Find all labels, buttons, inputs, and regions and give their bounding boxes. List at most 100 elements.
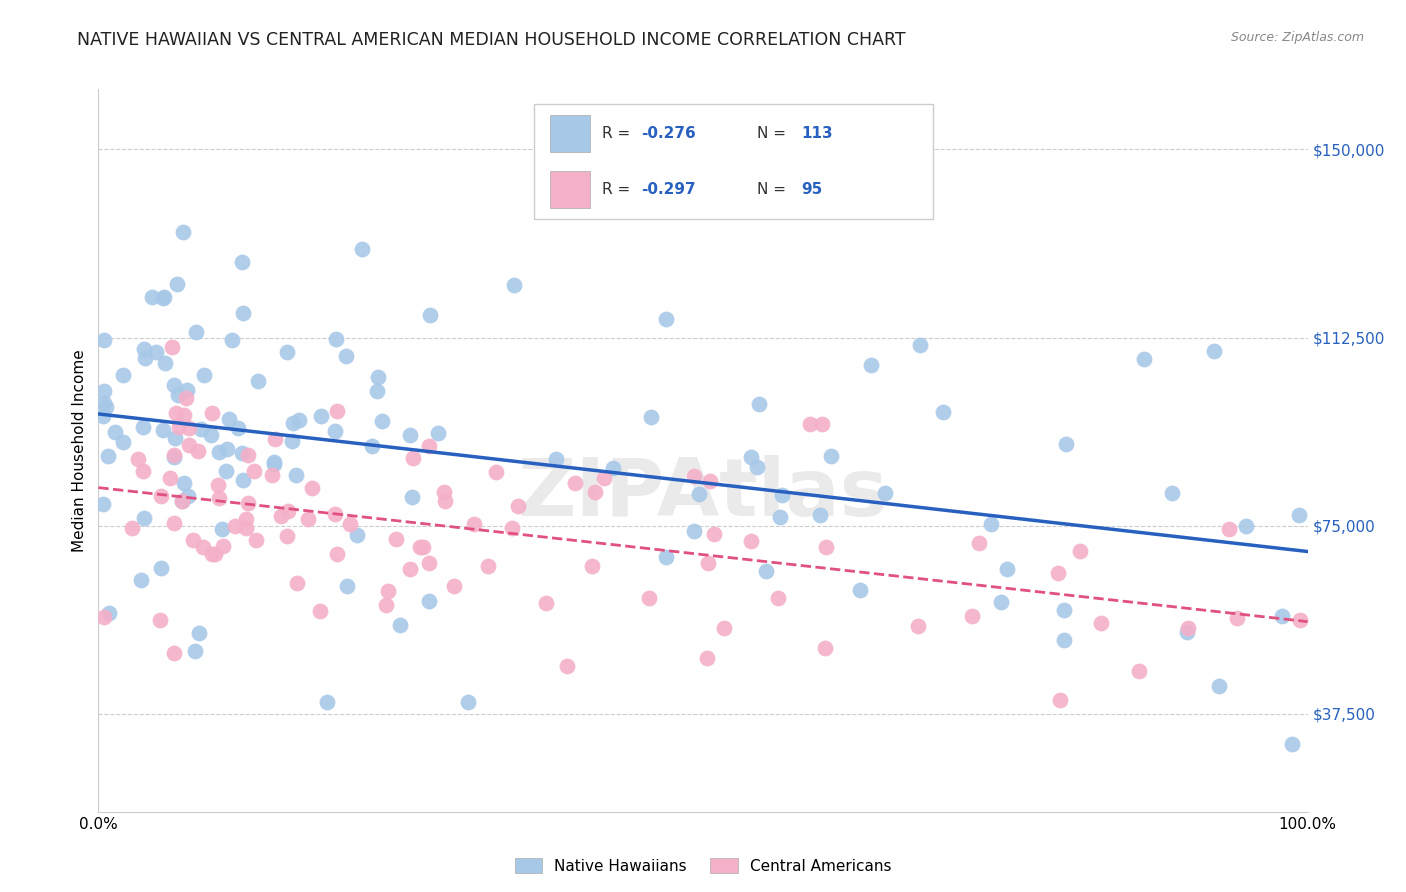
Point [443, 578, 465, 592]
Point [112, 368, 135, 382]
Point [316, 695, 339, 709]
Point [412, 541, 434, 555]
Point [285, 576, 308, 591]
Point [1069, 544, 1091, 558]
Point [808, 508, 831, 522]
Point [967, 536, 990, 550]
Point [150, 561, 173, 575]
Point [93, 333, 115, 347]
Point [682, 524, 704, 539]
Point [207, 478, 229, 492]
Text: ZIPAtlas: ZIPAtlas [517, 455, 889, 533]
Point [301, 481, 323, 495]
Point [235, 521, 257, 535]
Point [426, 425, 449, 440]
Point [960, 609, 983, 624]
Point [875, 486, 897, 500]
Point [263, 455, 285, 469]
Point [297, 512, 319, 526]
Point [399, 427, 422, 442]
Point [696, 651, 718, 665]
Point [152, 423, 174, 437]
Point [418, 594, 440, 608]
Point [418, 439, 440, 453]
Point [1175, 624, 1198, 639]
Point [149, 613, 172, 627]
Point [238, 448, 260, 462]
Point [1053, 632, 1076, 647]
Point [163, 448, 186, 462]
Point [177, 489, 200, 503]
Point [134, 343, 156, 357]
Point [159, 471, 181, 485]
Point [1202, 344, 1225, 359]
Point [211, 522, 233, 536]
Point [191, 540, 214, 554]
Point [276, 529, 298, 543]
Point [564, 476, 586, 491]
Point [339, 516, 361, 531]
Point [1288, 613, 1310, 627]
Point [283, 417, 305, 431]
Point [361, 439, 384, 453]
Point [167, 419, 190, 434]
Point [1049, 693, 1071, 707]
Point [401, 490, 423, 504]
Point [93, 409, 115, 424]
Point [163, 378, 186, 392]
Point [799, 417, 821, 432]
Point [235, 512, 257, 526]
Point [323, 424, 346, 438]
Point [325, 332, 347, 346]
Point [141, 289, 163, 303]
Point [309, 409, 332, 423]
Point [183, 644, 205, 658]
Point [1133, 351, 1156, 366]
Point [187, 444, 209, 458]
Point [127, 452, 149, 467]
Point [1208, 679, 1230, 693]
Point [97, 450, 120, 464]
Point [218, 411, 240, 425]
Point [263, 458, 285, 472]
Point [602, 461, 624, 475]
Point [581, 559, 603, 574]
Point [654, 311, 676, 326]
Point [770, 488, 793, 502]
Point [593, 471, 616, 485]
Point [907, 619, 929, 633]
Point [145, 345, 167, 359]
Point [399, 562, 422, 576]
Point [740, 534, 762, 549]
Point [129, 573, 152, 587]
Point [637, 591, 659, 605]
Point [713, 621, 735, 635]
Point [246, 374, 269, 388]
Point [172, 225, 194, 239]
Point [193, 368, 215, 382]
Point [179, 421, 201, 435]
Point [485, 465, 508, 479]
Point [281, 434, 304, 448]
Point [325, 403, 347, 417]
Point [260, 468, 283, 483]
Point [270, 508, 292, 523]
Point [238, 495, 260, 509]
Point [418, 556, 440, 570]
Point [97, 606, 120, 620]
Point [811, 417, 834, 431]
Point [323, 508, 346, 522]
Point [860, 358, 883, 372]
Point [374, 599, 396, 613]
Point [367, 369, 389, 384]
Point [388, 618, 411, 632]
Point [908, 337, 931, 351]
Point [385, 533, 408, 547]
Point [683, 468, 706, 483]
Point [745, 459, 768, 474]
Point [366, 384, 388, 398]
Point [104, 425, 127, 439]
Point [1053, 603, 1076, 617]
Point [688, 487, 710, 501]
Point [766, 591, 789, 605]
